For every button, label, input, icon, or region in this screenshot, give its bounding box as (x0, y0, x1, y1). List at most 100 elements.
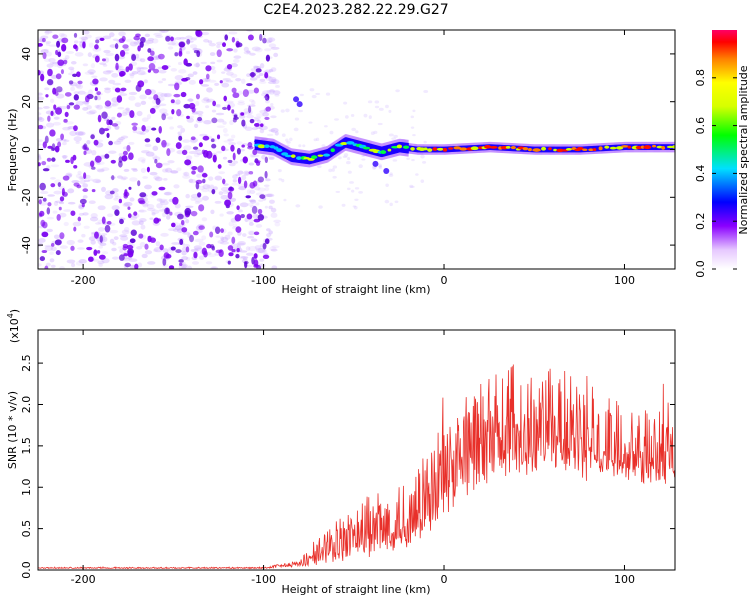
spectrogram-noise-speckle (218, 191, 224, 196)
spectrogram-noise-speckle (128, 258, 138, 263)
spectrogram-noise-blob (235, 226, 242, 233)
spectrogram-faint-speckle (294, 117, 300, 121)
spectrogram-faint-speckle (377, 122, 383, 126)
spectrogram-noise-speckle (129, 41, 139, 47)
spectrogram-noise-blob (90, 134, 95, 140)
snr-y-tick-label: 1.5 (20, 437, 33, 455)
spectrogram-noise-speckle (81, 233, 86, 238)
spectrogram-noise-blob (157, 53, 165, 60)
spectrogram-faint-speckle (311, 94, 317, 99)
spectrogram-noise-speckle (160, 200, 169, 206)
spectrogram-noise-speckle (113, 140, 122, 145)
spectrogram-noise-blob (168, 265, 175, 269)
spectrogram-noise-blob (104, 153, 110, 159)
spectrogram-noise-blob (264, 156, 269, 164)
spectrogram-signal-band (586, 146, 589, 152)
spectrogram-noise-blob (65, 159, 70, 163)
spectrogram-noise-blob (174, 82, 180, 91)
spectrogram-noise-speckle (112, 242, 117, 246)
spectrogram-noise-speckle (254, 47, 263, 53)
spectrogram-faint-speckle (265, 99, 270, 104)
spectrogram-noise-speckle (268, 156, 275, 160)
spectrogram-noise-speckle (246, 189, 251, 195)
spectrogram-noise-blob (222, 178, 226, 185)
spectrogram-noise-speckle (181, 256, 189, 261)
spectrogram-signal-core (553, 148, 558, 152)
spectrogram-noise-speckle (188, 178, 194, 183)
spectrogram-noise-speckle (216, 150, 223, 154)
spectrogram-faint-speckle (346, 187, 351, 191)
spectrogram-noise-blob (114, 53, 120, 62)
spectrogram-noise-speckle (190, 197, 196, 201)
spectrogram-noise-speckle (155, 104, 161, 108)
spectrogram-noise-speckle (192, 71, 198, 75)
spectrogram-noise-speckle (223, 133, 229, 137)
spectrogram-noise-blob (147, 69, 151, 73)
spectrogram-noise-blob (184, 207, 192, 216)
spectrogram-noise-blob (72, 154, 77, 161)
spectrogram-signal-band (401, 142, 404, 153)
spectrogram-noise-speckle (266, 233, 272, 238)
spectrogram-noise-blob (259, 33, 263, 42)
spectrogram-noise-speckle (109, 229, 119, 234)
snr-y-axis-title: SNR (10 * v/v) (6, 391, 19, 469)
spectrogram-noise-blob (231, 236, 236, 244)
spectrogram-noise-blob (95, 39, 100, 44)
spectrogram-noise-blob (104, 100, 112, 107)
spectrogram-noise-blob (39, 256, 46, 262)
spectrogram-faint-speckle (325, 92, 331, 96)
spectrogram-noise-blob (161, 113, 166, 121)
spectrogram-noise-speckle (216, 103, 221, 108)
spectrogram-noise-speckle (160, 30, 169, 33)
spectrogram-noise-speckle (87, 69, 96, 74)
snr-y-tick-label: 2.0 (20, 396, 33, 414)
spectrogram-noise-speckle (82, 212, 89, 216)
spectrogram-noise-speckle (59, 245, 68, 249)
spectrogram-noise-blob (185, 76, 191, 81)
spectrogram-noise-speckle (152, 156, 161, 161)
spectrogram-noise-speckle (59, 212, 67, 218)
spectrogram-noise-blob (57, 59, 65, 66)
colorbar: 0.0 0.2 0.4 0.6 0.8 Normalized spectral ampl… (694, 30, 750, 278)
spectrogram-noise-speckle (203, 120, 212, 125)
spectrogram-noise-speckle (208, 176, 214, 181)
colorbar-gradient (712, 30, 737, 269)
spectrogram-noise-blob (254, 160, 261, 164)
spectrogram-noise-blob (73, 44, 78, 50)
spectrogram-noise-blob (227, 159, 233, 163)
spectrogram-faint-speckle (283, 198, 287, 202)
spectrogram-noise-speckle (95, 180, 102, 184)
spectrogram-noise-speckle (246, 50, 251, 54)
spectrogram-noise-blob (52, 34, 59, 39)
colorbar-tick-label: 0.2 (694, 212, 707, 230)
spectrogram-noise-blob (54, 239, 62, 246)
spectrogram-noise-blob (144, 88, 152, 96)
spectrogram-noise-speckle (146, 203, 155, 210)
spectrogram-noise-speckle (259, 78, 266, 82)
spectrogram-noise-speckle (251, 46, 261, 51)
spectrogram-noise-blob (155, 162, 163, 169)
spectrogram-noise-speckle (241, 174, 247, 181)
spectrogram-noise-speckle (198, 113, 203, 117)
colorbar-ticks: 0.0 0.2 0.4 0.6 0.8 (694, 69, 737, 278)
spectrogram-noise-blob (201, 247, 207, 256)
spectrogram-signal-core (387, 148, 392, 152)
spectrogram-noise-blob (92, 78, 99, 85)
spectrogram-noise-blob (63, 118, 68, 123)
spectrogram-noise-blob (162, 258, 167, 266)
spectrogram-noise-speckle (111, 256, 119, 260)
spectrogram-faint-speckle (317, 165, 322, 169)
spectrogram-signal-band (447, 146, 449, 153)
spectrogram-noise-speckle (45, 51, 53, 57)
spectrogram-noise-speckle (239, 255, 246, 260)
spectrogram-noise-speckle (102, 70, 112, 75)
spectrogram-noise-speckle (254, 245, 262, 250)
spectrogram-faint-speckle (358, 191, 363, 194)
spectrogram-signal-band (540, 146, 542, 153)
spectrogram-noise-speckle (40, 35, 49, 40)
spectrogram-signal-band (281, 146, 284, 158)
spectrogram-noise-speckle (246, 252, 254, 256)
spectrogram-signal-band (510, 145, 512, 152)
spectrogram-noise-blob (116, 112, 122, 118)
spectrogram-noise-blob (264, 116, 270, 121)
